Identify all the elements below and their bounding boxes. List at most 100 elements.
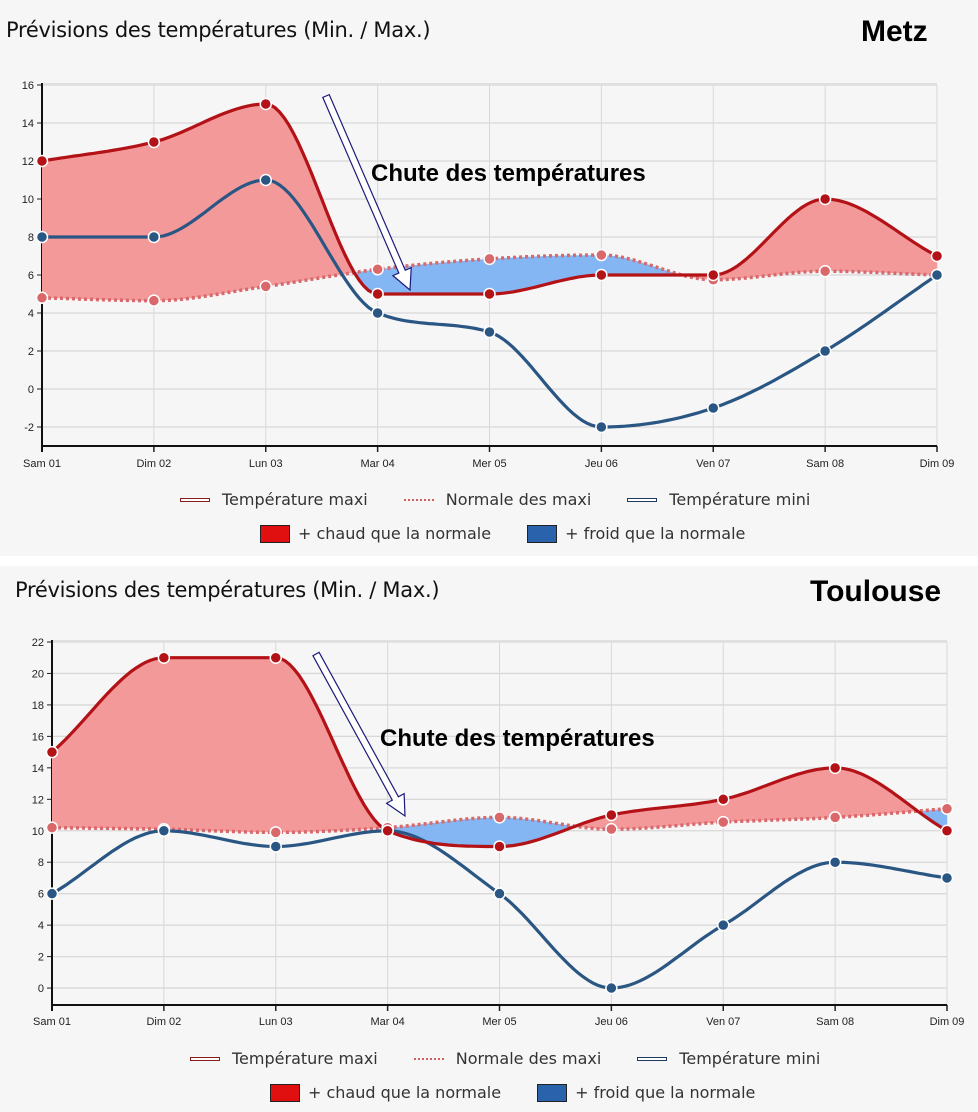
normale-line-swatch [403, 498, 434, 501]
maxi-point[interactable] [828, 761, 842, 775]
legend-item-maxi[interactable]: Température maxi [190, 1049, 378, 1068]
normale-point[interactable] [818, 264, 832, 278]
maxi-point[interactable] [45, 745, 59, 759]
y-tick-label: 6 [38, 889, 44, 901]
normale-point[interactable] [147, 294, 161, 307]
normale-point[interactable] [371, 263, 384, 276]
maxi-point[interactable] [493, 840, 506, 853]
maxi-point[interactable] [483, 287, 496, 301]
legend-item-froid[interactable]: + froid que la normale [527, 524, 745, 543]
legend-label: + froid que la normale [575, 1083, 756, 1102]
chart-title: Prévisions des températures (Min. / Max.… [15, 578, 440, 602]
maxi-point[interactable] [269, 651, 282, 664]
legend-item-mini[interactable]: Température mini [627, 490, 810, 509]
mini-point[interactable] [717, 918, 730, 932]
y-tick-label: 22 [32, 637, 44, 649]
mini-point[interactable] [493, 887, 506, 900]
maxi-point[interactable] [381, 824, 394, 838]
maxi-point[interactable] [35, 154, 49, 168]
normale-point[interactable] [493, 811, 506, 824]
annotation-label: Chute des températures [371, 160, 646, 187]
x-tick-label: Mer 05 [472, 458, 506, 470]
x-tick-label: Dim 02 [136, 458, 171, 470]
mini-point[interactable] [45, 887, 59, 900]
y-tick-label: 8 [28, 232, 34, 244]
maxi-point[interactable] [930, 249, 944, 263]
normale-line-swatch [413, 1057, 444, 1060]
maxi-point[interactable] [147, 135, 161, 149]
maxi-point[interactable] [595, 268, 608, 282]
legend-item-chaud[interactable]: + chaud que la normale [270, 1083, 501, 1102]
x-tick-label: Sam 08 [816, 1016, 854, 1028]
mini-point[interactable] [707, 401, 720, 415]
legend-label: Température maxi [222, 490, 368, 509]
legend-label: Normale des maxi [455, 1049, 602, 1068]
mini-point[interactable] [147, 230, 161, 244]
maxi-point[interactable] [940, 824, 954, 838]
maxi-point[interactable] [259, 97, 272, 111]
x-tick-label: Lun 03 [249, 458, 283, 470]
x-tick-label: Jeu 06 [585, 458, 618, 470]
legend-item-maxi[interactable]: Température maxi [180, 490, 368, 509]
mini-point[interactable] [35, 230, 49, 244]
normale-point[interactable] [259, 280, 272, 293]
mini-point[interactable] [605, 981, 618, 995]
maxi-line-swatch [180, 497, 210, 502]
maxi-point[interactable] [818, 192, 832, 206]
normale-point[interactable] [35, 291, 49, 305]
legend-label: Température maxi [232, 1049, 378, 1068]
legend-label: Température mini [669, 490, 811, 509]
mini-point[interactable] [930, 268, 944, 282]
mini-point[interactable] [940, 871, 954, 885]
mini-point[interactable] [157, 824, 171, 838]
normale-point[interactable] [605, 822, 618, 836]
mini-point[interactable] [259, 173, 272, 187]
normale-point[interactable] [595, 248, 608, 262]
y-tick-label: 6 [28, 270, 34, 282]
y-tick-label: 16 [22, 80, 34, 92]
maxi-point[interactable] [371, 287, 384, 301]
legend-item-mini[interactable]: Température mini [637, 1049, 820, 1068]
chart-title: Prévisions des températures (Min. / Max.… [6, 18, 431, 42]
maxi-line-swatch [190, 1056, 220, 1061]
y-tick-label: 8 [38, 857, 44, 869]
legend-item-froid[interactable]: + froid que la normale [537, 1083, 755, 1102]
chaud-color-swatch [270, 1083, 300, 1102]
y-tick-label: 0 [28, 384, 34, 396]
y-tick-label: 18 [32, 700, 44, 712]
x-tick-label: Sam 08 [806, 458, 844, 470]
mini-point[interactable] [483, 325, 496, 339]
legend-item-normale[interactable]: Normale des maxi [403, 490, 592, 509]
normale-point[interactable] [483, 252, 496, 266]
annotation-arrow-icon [312, 651, 406, 818]
maxi-point[interactable] [707, 268, 720, 282]
y-tick-label: 4 [38, 920, 44, 932]
y-tick-label: 10 [32, 826, 44, 838]
mini-point[interactable] [269, 840, 282, 853]
y-tick-label: 2 [28, 346, 34, 358]
legend-item-normale[interactable]: Normale des maxi [413, 1049, 602, 1068]
normale-point[interactable] [828, 811, 842, 824]
annotation-arrow-icon [321, 93, 412, 292]
mini-point[interactable] [371, 306, 384, 320]
metz-chart-panel: Prévisions des températures (Min. / Max.… [6, 15, 955, 543]
y-tick-label: 2 [38, 952, 44, 964]
y-tick-label: 0 [38, 983, 44, 995]
legend-item-chaud[interactable]: + chaud que la normale [260, 524, 491, 543]
normale-point[interactable] [45, 821, 59, 834]
normale-point[interactable] [940, 802, 954, 815]
maxi-point[interactable] [605, 808, 618, 822]
maxi-point[interactable] [717, 793, 730, 806]
mini-line-swatch [627, 497, 658, 502]
mini-point[interactable] [818, 344, 832, 358]
legend-label: Normale des maxi [445, 490, 592, 509]
normale-point[interactable] [269, 826, 282, 839]
maxi-point[interactable] [157, 651, 171, 664]
mini-point[interactable] [828, 855, 842, 869]
mini-point[interactable] [595, 420, 608, 434]
normale-point[interactable] [717, 815, 730, 829]
y-tick-label: 16 [32, 731, 44, 743]
y-tick-label: -2 [24, 422, 34, 434]
legend-label: + chaud que la normale [308, 1083, 502, 1102]
x-tick-label: Lun 03 [259, 1016, 293, 1028]
